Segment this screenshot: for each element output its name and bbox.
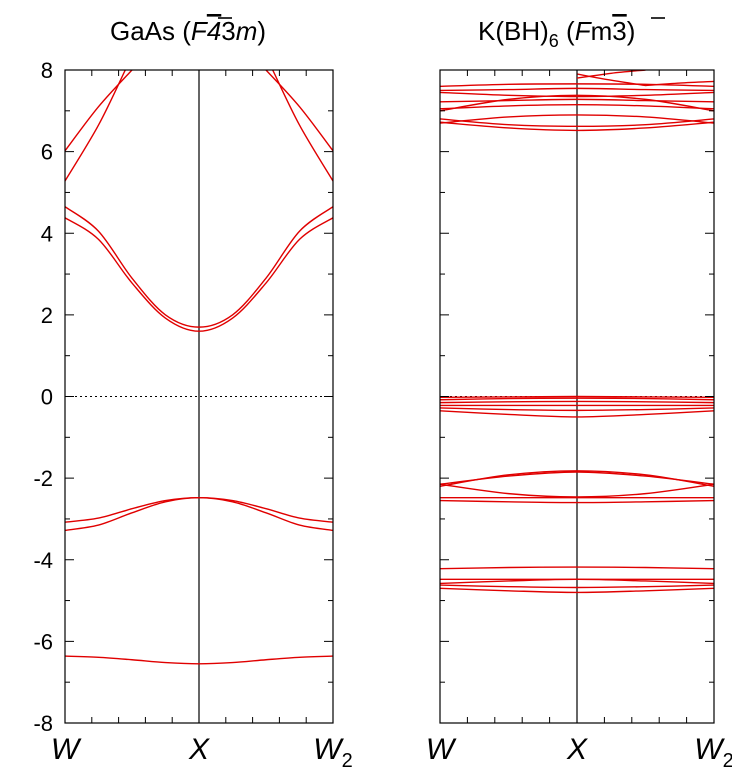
y-tick-label: 4: [41, 221, 53, 246]
left-title-barred-digit: 4: [207, 16, 221, 46]
y-tick-label: -4: [33, 548, 53, 573]
band-line-7: [65, 70, 133, 152]
band-line-16: [440, 395, 714, 399]
band-line-11: [440, 410, 714, 418]
band-line-19: [440, 114, 714, 124]
band-line-2: [440, 584, 714, 589]
band-line-17: [440, 121, 714, 132]
band-line-3: [65, 497, 333, 523]
band-line-4: [65, 217, 333, 332]
right-title-barred-digit: 3: [612, 16, 626, 46]
band-line-23: [440, 91, 714, 98]
right-panel-title: K(BH)6 (Fm3): [478, 16, 635, 51]
band-line-5: [65, 206, 333, 328]
band-line-1: [440, 587, 714, 594]
band-line-14: [440, 400, 714, 404]
y-tick-label: 8: [41, 58, 53, 83]
k-point-label: X: [188, 733, 210, 766]
band-line-26: [576, 70, 646, 79]
y-tick-label: 0: [41, 385, 53, 410]
k-point-label: W: [51, 733, 82, 766]
band-line-9: [265, 70, 333, 152]
right-band-panel: W X W2: [426, 69, 732, 772]
band-line-1: [65, 655, 333, 665]
k-point-label: W: [426, 733, 457, 766]
band-line-18: [440, 118, 714, 128]
band-line-20: [440, 103, 714, 110]
left-panel-title: GaAs (F43m): [110, 16, 266, 46]
k-point-label: W2: [313, 733, 352, 772]
band-line-25: [440, 87, 714, 92]
band-line-22: [440, 94, 714, 112]
y-tick-label: -8: [33, 711, 53, 736]
left-band-panel: -8 -6 -4 -2 0 2 4 6 8 W X W2: [33, 58, 352, 772]
y-tick-label: 2: [41, 303, 53, 328]
band-line-8: [440, 483, 714, 498]
y-tick-label: -6: [33, 629, 53, 654]
k-point-label: W2: [694, 733, 732, 772]
band-line-12: [440, 407, 714, 412]
band-lines: [65, 70, 333, 665]
band-line-21: [440, 98, 714, 103]
band-line-10: [440, 471, 714, 485]
band-line-27: [576, 73, 646, 87]
band-lines: [440, 70, 714, 594]
band-line-24: [440, 83, 714, 88]
y-tick-label: -2: [33, 466, 53, 491]
band-line-15: [440, 397, 714, 401]
band-line-5: [440, 566, 714, 570]
y-tick-label: 6: [41, 140, 53, 165]
k-point-label: X: [566, 733, 588, 766]
band-line-28: [645, 80, 714, 87]
band-line-6: [440, 499, 714, 504]
